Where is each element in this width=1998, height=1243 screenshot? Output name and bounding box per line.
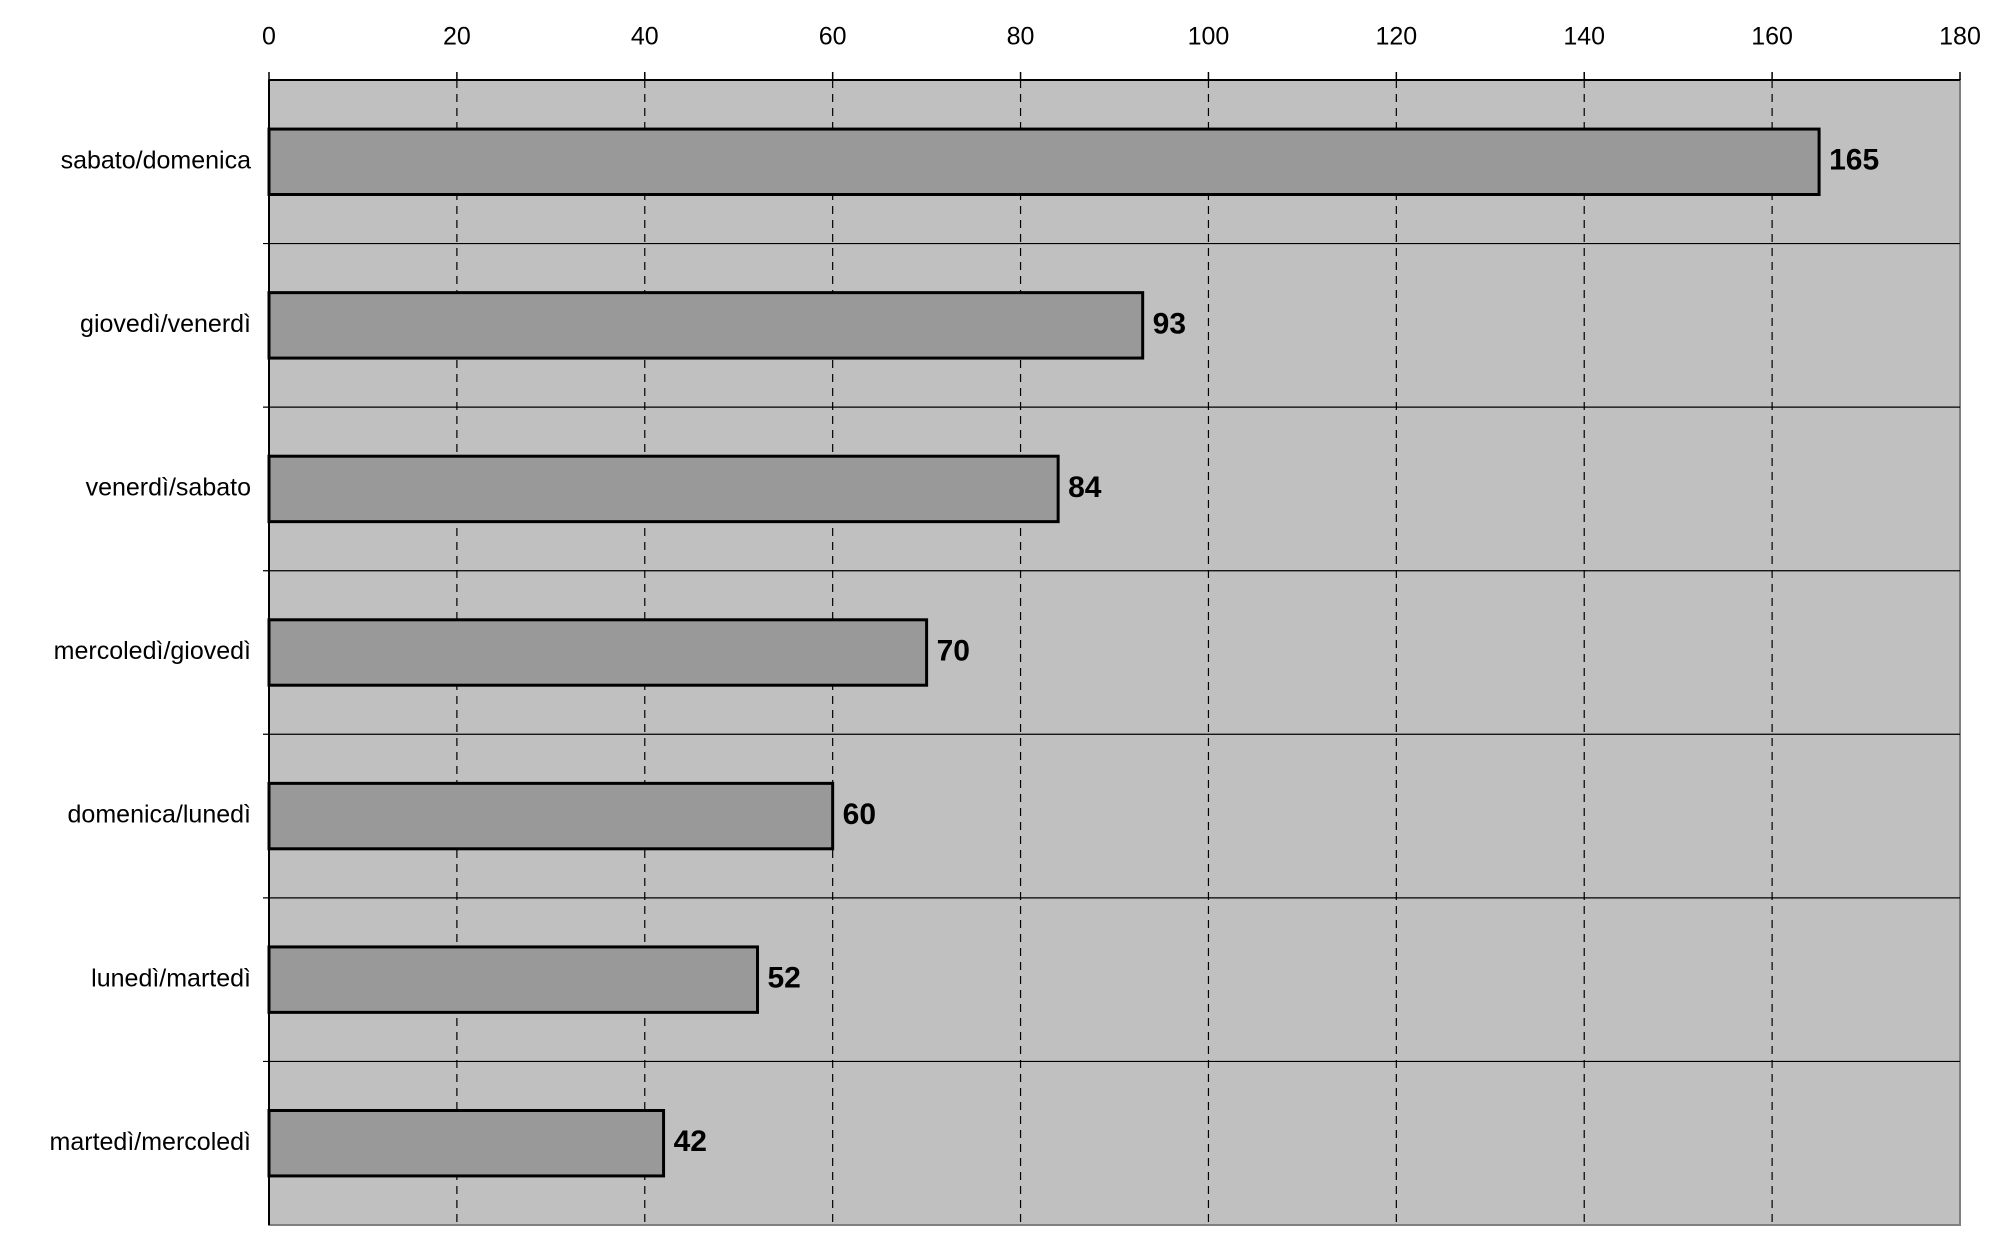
data-label: 52 <box>768 962 801 995</box>
x-tick-label: 60 <box>819 23 847 51</box>
y-tick-label: sabato/domenica <box>61 146 252 174</box>
y-tick-label: giovedì/venerdì <box>80 310 251 338</box>
data-label: 165 <box>1829 144 1879 177</box>
data-label: 42 <box>674 1125 707 1158</box>
y-tick-label: martedì/mercoledì <box>50 1128 251 1156</box>
x-tick-label: 100 <box>1188 23 1230 51</box>
bar <box>267 291 1145 360</box>
data-label: 60 <box>843 798 876 831</box>
data-label: 70 <box>937 634 970 667</box>
x-tick-label: 20 <box>443 23 471 51</box>
bar <box>267 127 1821 196</box>
x-tick-label: 40 <box>631 23 659 51</box>
y-tick-label: mercoledì/giovedì <box>54 637 251 665</box>
y-tick-label: venerdì/sabato <box>86 474 251 502</box>
y-tick-label: domenica/lunedì <box>68 801 251 829</box>
bar <box>267 945 760 1014</box>
bar <box>267 781 835 851</box>
y-tick-label: lunedì/martedì <box>91 964 251 992</box>
x-tick-label: 120 <box>1375 23 1417 51</box>
data-label: 84 <box>1068 471 1102 504</box>
data-label: 93 <box>1153 307 1186 340</box>
x-tick-label: 160 <box>1751 23 1793 51</box>
bar <box>267 454 1060 524</box>
bar <box>267 618 929 687</box>
bar <box>267 1109 666 1178</box>
x-tick-label: 180 <box>1939 23 1981 51</box>
x-tick-label: 0 <box>262 23 276 51</box>
x-tick-label: 140 <box>1563 23 1605 51</box>
x-tick-label: 80 <box>1007 23 1035 51</box>
